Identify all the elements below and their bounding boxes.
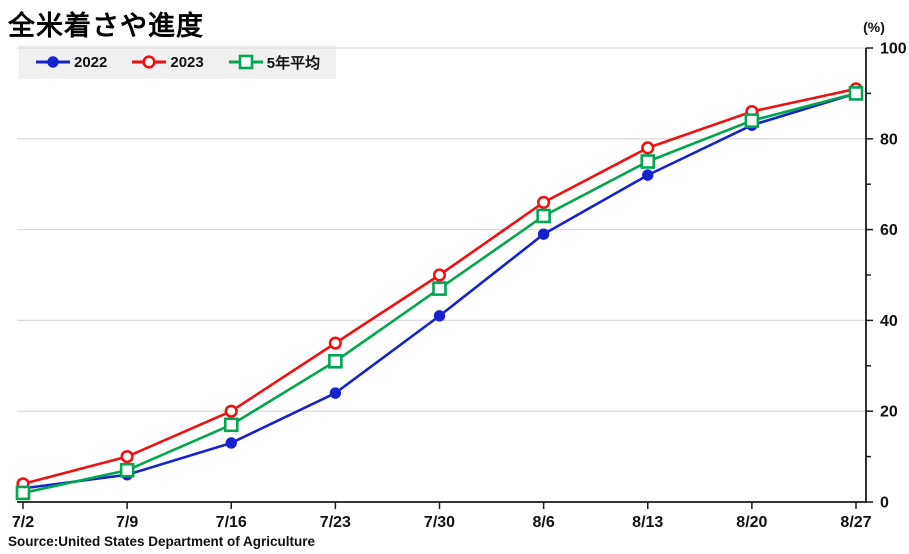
- x-axis: 7/2 7/9 7/16 7/23 7/30 8/6 8/13 8/20 8/27: [12, 501, 872, 531]
- y-tick-label: 0: [880, 495, 889, 512]
- x-tick-label: 8/27: [840, 514, 871, 531]
- chart-title: 全米着さや進度: [8, 11, 204, 41]
- legend-marker-2023-icon: [131, 54, 167, 70]
- legend: 2022 2023 5年平均: [19, 45, 337, 79]
- legend-label-2022: 2022: [74, 53, 108, 71]
- source-caption: Source:United States Department of Agric…: [8, 534, 316, 549]
- y-tick-label: 80: [880, 131, 898, 148]
- series-2-open-square: [15, 86, 864, 501]
- series-1-open-circle: [16, 82, 863, 491]
- legend-item-2022: 2022: [35, 54, 107, 71]
- y-axis-unit-label: (%): [863, 19, 885, 35]
- legend-label-5yr-average: 5年平均: [266, 54, 321, 72]
- x-tick-label: 8/20: [736, 514, 767, 531]
- legend-item-2023: 2023: [131, 53, 204, 71]
- y-axis: 0 20 40 60 80 100: [865, 41, 907, 512]
- legend-marker-5yr-average-icon: [228, 54, 264, 70]
- x-tick-label: 7/30: [424, 514, 455, 531]
- y-tick-label: 60: [880, 222, 898, 239]
- legend-marker-2022-icon: [35, 54, 71, 70]
- legend-label-2023: 2023: [170, 53, 204, 71]
- x-tick-label: 7/9: [116, 514, 138, 531]
- legend-item-5yr-average: 5年平均: [228, 52, 320, 73]
- x-tick-label: 8/13: [632, 514, 663, 531]
- x-tick-label: 8/6: [533, 514, 555, 531]
- y-tick-label: 20: [880, 404, 898, 421]
- y-tick-label: 40: [880, 313, 898, 330]
- gridlines: [17, 47, 866, 412]
- y-tick-label: 100: [880, 41, 907, 58]
- x-tick-label: 7/2: [12, 514, 34, 531]
- x-tick-label: 7/16: [216, 514, 247, 531]
- x-tick-label: 7/23: [320, 514, 351, 531]
